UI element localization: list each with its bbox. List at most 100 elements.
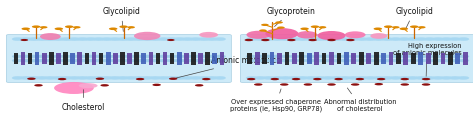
Ellipse shape	[125, 37, 137, 41]
Ellipse shape	[433, 55, 444, 58]
Ellipse shape	[297, 37, 308, 41]
Ellipse shape	[79, 83, 98, 88]
Ellipse shape	[150, 59, 161, 62]
Bar	[277, 53, 282, 64]
Text: Over expressed chaperone
proteins (ie, Hsp90, GRP78): Over expressed chaperone proteins (ie, H…	[229, 89, 322, 112]
Ellipse shape	[275, 21, 283, 24]
Ellipse shape	[214, 37, 226, 41]
Ellipse shape	[77, 76, 88, 80]
Ellipse shape	[150, 55, 161, 58]
Ellipse shape	[390, 37, 401, 41]
Ellipse shape	[399, 37, 410, 41]
Ellipse shape	[297, 31, 318, 38]
Ellipse shape	[199, 32, 218, 38]
Bar	[247, 53, 252, 64]
FancyBboxPatch shape	[240, 34, 474, 83]
Ellipse shape	[382, 76, 393, 80]
Ellipse shape	[191, 59, 201, 62]
Bar	[13, 53, 18, 64]
Ellipse shape	[373, 37, 384, 41]
Bar	[359, 52, 364, 65]
Ellipse shape	[263, 37, 274, 41]
Ellipse shape	[109, 55, 120, 58]
Ellipse shape	[158, 55, 169, 58]
Ellipse shape	[167, 39, 174, 41]
Ellipse shape	[117, 37, 128, 41]
Ellipse shape	[54, 82, 94, 94]
Ellipse shape	[61, 37, 72, 41]
Ellipse shape	[85, 76, 96, 80]
Bar	[170, 53, 174, 64]
Ellipse shape	[416, 59, 427, 62]
Ellipse shape	[169, 78, 177, 80]
Ellipse shape	[174, 76, 185, 80]
Ellipse shape	[322, 55, 333, 58]
Ellipse shape	[255, 55, 265, 58]
Bar	[366, 53, 371, 64]
Ellipse shape	[12, 37, 23, 41]
Ellipse shape	[100, 84, 109, 86]
Ellipse shape	[246, 59, 256, 62]
Bar	[426, 53, 430, 64]
Ellipse shape	[166, 55, 177, 58]
Ellipse shape	[109, 37, 120, 41]
Ellipse shape	[331, 76, 342, 80]
Ellipse shape	[370, 33, 387, 39]
Ellipse shape	[85, 37, 96, 41]
Ellipse shape	[246, 55, 256, 58]
Bar	[148, 52, 153, 65]
Ellipse shape	[101, 59, 112, 62]
Ellipse shape	[306, 55, 316, 58]
Bar	[396, 53, 401, 64]
Ellipse shape	[347, 76, 359, 80]
Ellipse shape	[207, 55, 218, 58]
Ellipse shape	[191, 55, 201, 58]
Ellipse shape	[93, 76, 104, 80]
Ellipse shape	[280, 76, 291, 80]
Text: High expression
of anionic molecules: High expression of anionic molecules	[393, 43, 462, 76]
Ellipse shape	[348, 59, 358, 62]
Ellipse shape	[297, 55, 308, 58]
Ellipse shape	[322, 76, 334, 80]
Ellipse shape	[297, 76, 308, 80]
Ellipse shape	[345, 31, 365, 38]
Bar	[314, 52, 319, 65]
Bar	[42, 53, 46, 64]
Ellipse shape	[109, 27, 118, 30]
Ellipse shape	[58, 78, 66, 80]
Ellipse shape	[246, 37, 257, 41]
Ellipse shape	[261, 24, 269, 26]
Ellipse shape	[422, 83, 430, 86]
Ellipse shape	[339, 37, 350, 41]
Ellipse shape	[77, 37, 88, 41]
Ellipse shape	[400, 27, 408, 30]
Ellipse shape	[166, 76, 177, 80]
Ellipse shape	[449, 76, 461, 80]
Ellipse shape	[272, 76, 283, 80]
Bar	[411, 53, 416, 64]
Ellipse shape	[408, 59, 418, 62]
Ellipse shape	[246, 31, 270, 39]
Ellipse shape	[314, 76, 325, 80]
Ellipse shape	[382, 55, 392, 58]
Bar	[292, 53, 297, 64]
Ellipse shape	[449, 37, 461, 41]
Ellipse shape	[69, 37, 80, 41]
Bar	[284, 52, 289, 65]
Ellipse shape	[36, 55, 47, 58]
Bar	[77, 52, 82, 65]
Bar	[322, 53, 327, 64]
Ellipse shape	[263, 76, 274, 80]
Ellipse shape	[442, 55, 452, 58]
Ellipse shape	[272, 37, 283, 41]
Text: Anionic molecules: Anionic molecules	[176, 56, 281, 78]
Ellipse shape	[77, 59, 88, 62]
Ellipse shape	[309, 39, 317, 41]
Ellipse shape	[182, 76, 193, 80]
Ellipse shape	[356, 59, 367, 62]
Ellipse shape	[32, 25, 40, 28]
Ellipse shape	[425, 55, 435, 58]
Ellipse shape	[53, 59, 63, 62]
Ellipse shape	[401, 78, 409, 80]
Ellipse shape	[183, 55, 193, 58]
